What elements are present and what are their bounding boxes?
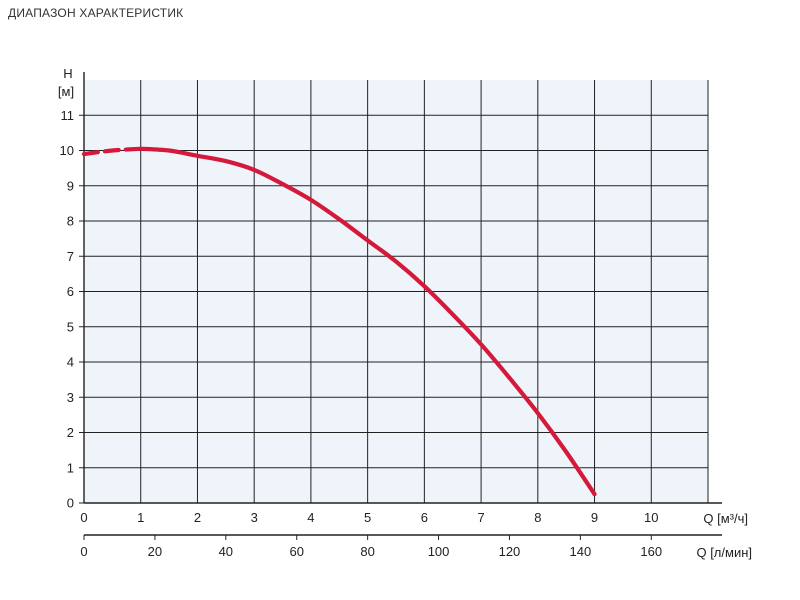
y-tick-label: 2 [67,425,74,440]
y-tick-label: 4 [67,355,74,370]
x2-tick-label: 140 [570,544,592,559]
x-tick-label: 6 [421,510,428,525]
axes [79,72,722,540]
y-tick-label: 7 [67,249,74,264]
curve-segment-solid [138,146,597,497]
y-tick-label: 10 [60,143,74,158]
curve [81,146,597,497]
y-tick-label: 6 [67,284,74,299]
y-tick-label: 1 [67,460,74,475]
x2-tick-label: 80 [360,544,374,559]
y-tick-label: 9 [67,178,74,193]
grid [84,80,709,503]
x-tick-label: 2 [194,510,201,525]
page-title: ДИАПАЗОН ХАРАКТЕРИСТИК [8,6,184,20]
y-tick-label: 5 [67,319,74,334]
y-tick-label: 0 [67,496,74,511]
y-axis-label: H [63,66,72,81]
x-tick-label: 10 [644,510,658,525]
x-tick-label: 0 [80,510,87,525]
x2-tick-label: 0 [80,544,87,559]
x-axis-label-secondary: Q [л/мин] [696,545,752,560]
y-tick-label: 8 [67,214,74,229]
x-tick-label: 7 [477,510,484,525]
x-tick-label: 3 [251,510,258,525]
x2-tick-label: 120 [499,544,521,559]
x-axis-label-primary: Q [м³/ч] [703,511,748,526]
curve-segment-dashed [81,146,143,157]
x2-tick-label: 40 [219,544,233,559]
y-axis-unit: [м] [58,84,74,99]
y-tick-label: 3 [67,390,74,405]
x2-tick-label: 60 [289,544,303,559]
x-tick-label: 8 [534,510,541,525]
x2-tick-label: 20 [148,544,162,559]
x-tick-label: 9 [591,510,598,525]
x2-tick-label: 160 [640,544,662,559]
y-tick-label: 11 [61,108,75,123]
x-tick-label: 5 [364,510,371,525]
x-tick-label: 4 [307,510,314,525]
x-tick-label: 1 [137,510,144,525]
x2-tick-label: 100 [428,544,450,559]
